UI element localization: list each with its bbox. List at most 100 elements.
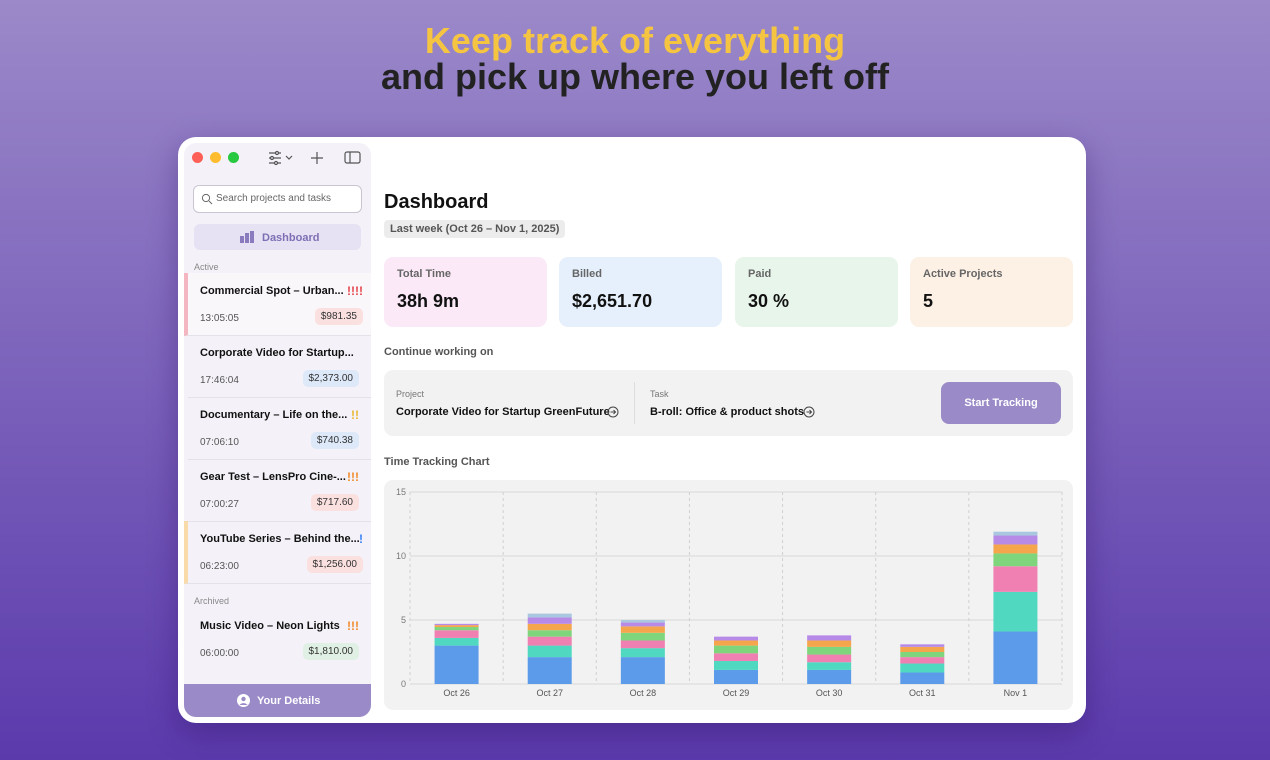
headline: Keep track of everything <box>424 20 846 61</box>
project-amount: $717.60 <box>310 494 359 511</box>
bar-segment <box>527 657 572 684</box>
project-amount: $2,373.00 <box>302 370 359 387</box>
project-link[interactable]: Corporate Video for Startup GreenFuture <box>396 406 610 418</box>
stat-label: Total Time <box>397 268 451 280</box>
bar-segment <box>434 627 479 631</box>
stat-label: Billed <box>572 268 602 280</box>
bar-segment <box>527 613 572 618</box>
project-name: Corporate Video for Startup... <box>200 347 354 359</box>
project-name: Gear Test – LensPro Cine-... <box>200 471 346 483</box>
bar-segment <box>620 648 665 658</box>
project-time: 17:46:04 <box>200 375 239 386</box>
project-name: YouTube Series – Behind the... <box>200 533 360 545</box>
project-time: 06:23:00 <box>200 561 239 572</box>
x-tick-label: Oct 30 <box>816 688 843 698</box>
arrow-icon[interactable] <box>803 406 815 418</box>
y-tick-label: 5 <box>401 615 406 625</box>
stat-card: Active Projects 5 <box>910 257 1073 327</box>
bar-segment <box>714 640 758 646</box>
section-label: Archived <box>194 596 230 606</box>
task-link[interactable]: B-roll: Office & product shots <box>650 406 804 418</box>
bar-segment <box>620 620 665 623</box>
priority: !!! <box>347 619 359 633</box>
section-title: Continue working on <box>384 346 494 358</box>
your-details-label: Your Details <box>257 695 321 707</box>
bar-segment <box>434 645 479 684</box>
your-details[interactable]: Your Details <box>184 684 371 717</box>
sidebar: Search projects and tasks Dashboard Acti… <box>184 143 371 717</box>
project-item[interactable]: Documentary – Life on the... !! 07:06:10… <box>188 397 371 460</box>
close[interactable] <box>192 152 203 163</box>
divider <box>634 382 635 424</box>
y-tick-label: 0 <box>401 679 406 689</box>
user-icon <box>237 694 250 707</box>
bar-segment <box>527 636 572 646</box>
bar-segment <box>993 535 1038 545</box>
bar-segment <box>620 657 665 684</box>
bar-segment <box>527 645 572 658</box>
stat-value: 38h 9m <box>397 291 460 311</box>
y-tick-label: 10 <box>396 551 406 561</box>
project-name: Documentary – Life on the... <box>200 409 348 421</box>
priority: !!!! <box>347 284 363 298</box>
bar-segment <box>620 632 665 641</box>
nav-dashboard[interactable]: Dashboard <box>194 224 361 250</box>
x-tick-label: Oct 31 <box>909 688 936 698</box>
arrow-icon[interactable] <box>607 406 619 418</box>
bar-segment <box>900 652 945 658</box>
continue-panel: Project Corporate Video for Startup Gree… <box>384 370 1073 436</box>
bar-segment <box>900 657 945 664</box>
project-item[interactable]: YouTube Series – Behind the... ! 06:23:0… <box>184 521 371 584</box>
priority: !!! <box>347 470 359 484</box>
stat-label: Active Projects <box>923 268 1003 280</box>
priority: ! <box>359 532 363 546</box>
zoom[interactable] <box>228 152 239 163</box>
toolbar-icons[interactable] <box>268 150 368 166</box>
bar-segment <box>993 591 1038 632</box>
stat-card: Paid 30 % <box>735 257 898 327</box>
project-item[interactable]: Corporate Video for Startup... 17:46:04 … <box>188 335 371 398</box>
project-label: Project <box>396 389 425 399</box>
project-time: 06:00:00 <box>200 648 239 659</box>
search-placeholder: Search projects and tasks <box>216 193 332 204</box>
minimize[interactable] <box>210 152 221 163</box>
project-item[interactable]: Gear Test – LensPro Cine-... !!! 07:00:2… <box>188 459 371 522</box>
project-item[interactable]: Music Video – Neon Lights !!! 06:00:00 $… <box>188 608 371 670</box>
bar-segment <box>807 669 852 684</box>
stat-value: 30 % <box>748 291 790 311</box>
bar-segment <box>620 622 665 627</box>
bar-segment <box>900 663 945 673</box>
bar-segment <box>714 653 758 661</box>
time-chart: 0 5 10 15 Oct 26 Oct 27 Oct 28 Oct 29 Oct 30 Oct … <box>384 480 1073 710</box>
project-item[interactable]: Commercial Spot – Urban... !!!! 13:05:05… <box>184 273 371 336</box>
date-range: Last week (Oct 26 – Nov 1, 2025) <box>384 220 566 238</box>
bar-segment <box>807 654 852 663</box>
project-time: 13:05:05 <box>200 313 239 324</box>
stat-card: Billed $2,651.70 <box>559 257 722 327</box>
bar-segment <box>993 531 1038 536</box>
project-time: 07:06:10 <box>200 437 239 448</box>
bar-segment <box>993 631 1038 684</box>
project-amount: $740.38 <box>310 432 359 449</box>
x-tick-label: Oct 29 <box>723 688 750 698</box>
project-name: Commercial Spot – Urban... <box>200 285 344 297</box>
bar-segment <box>434 637 479 646</box>
bar-segment <box>807 635 852 641</box>
search-icon <box>201 193 213 205</box>
stat-card: Total Time 38h 9m <box>384 257 547 327</box>
bar-segment <box>900 644 945 647</box>
x-tick-label: Oct 28 <box>630 688 657 698</box>
start-tracking-button[interactable]: Start Tracking <box>941 382 1061 424</box>
bar-segment <box>993 544 1038 554</box>
project-time: 07:00:27 <box>200 499 239 510</box>
nav-label: Dashboard <box>262 232 320 244</box>
y-tick-label: 15 <box>396 487 406 497</box>
search[interactable]: Search projects and tasks <box>193 185 362 213</box>
nav-icon <box>240 231 254 243</box>
bar-segment <box>434 630 479 638</box>
x-tick-label: Oct 27 <box>536 688 563 698</box>
project-amount: $981.35 <box>314 308 363 325</box>
bar-segment <box>807 640 852 647</box>
stat-value: $2,651.70 <box>572 291 653 311</box>
priority: !! <box>351 408 359 422</box>
